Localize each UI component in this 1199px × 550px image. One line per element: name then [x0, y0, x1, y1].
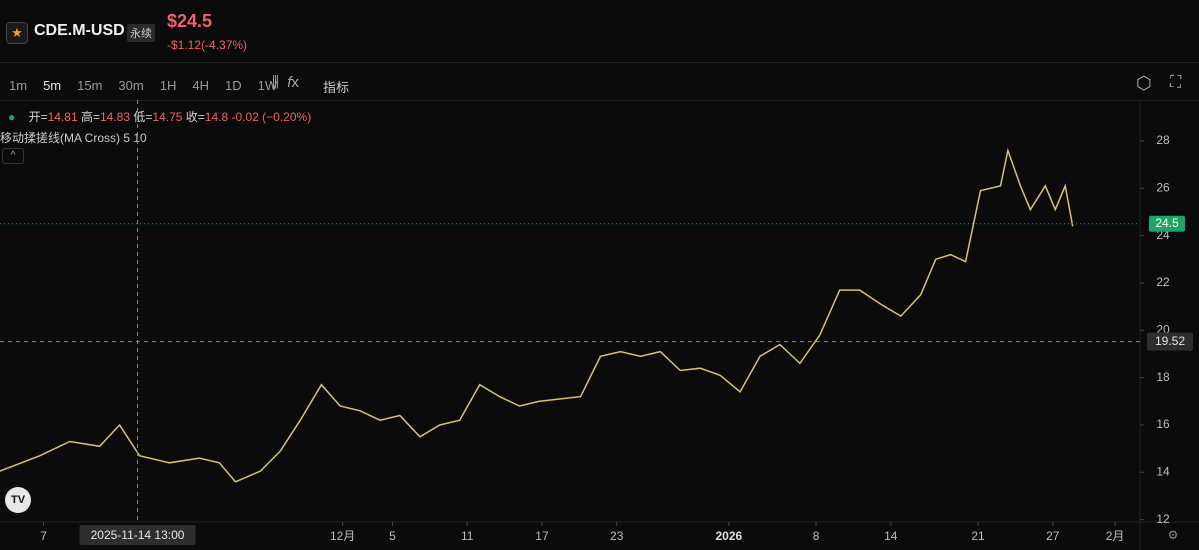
price: $24.5 — [167, 11, 213, 31]
badge: 永续 — [127, 24, 155, 42]
y-tick-label: 26 — [1156, 180, 1170, 194]
interval[interactable]: 1H — [159, 78, 177, 93]
y-tick-label: 28 — [1156, 133, 1170, 147]
label: 开= — [28, 110, 48, 124]
y-tick-label: 18 — [1156, 370, 1170, 384]
ohlc-row: ● 开=14.81 高=14.83 低=14.75 收=14.8 -0.02 (… — [8, 108, 311, 125]
y-tick-label: 24 — [1156, 228, 1170, 242]
x-tick-label: 11 — [461, 529, 474, 543]
last-price-label: 24.5 — [1155, 216, 1179, 230]
interval[interactable]: 4H — [192, 78, 209, 93]
x-tick-label: 2026 — [716, 529, 743, 543]
y-tick-label: 16 — [1156, 417, 1170, 431]
indicator-name: 移动揉搓线(MA Cross) 5 10 — [0, 131, 147, 145]
x-tick-label: 23 — [610, 529, 624, 543]
value: -0.02 (−0.20%) — [231, 110, 312, 124]
interval[interactable]: 30m — [118, 78, 144, 93]
y-tick-label: 14 — [1156, 464, 1170, 478]
change: -$1.12(-4.37%) — [167, 38, 248, 52]
divider — [0, 62, 1199, 63]
x-tick-label: 5 — [389, 529, 396, 543]
crosshair-x-label: 2025-11-14 13:00 — [91, 528, 185, 542]
value: 14.83 — [100, 110, 131, 124]
crosshair-x-tag — [79, 525, 196, 545]
label: 收= — [185, 110, 205, 124]
settings-icon: ⚙ — [1168, 528, 1179, 542]
x-tick-label: 2月 — [1106, 529, 1125, 543]
value: 14.75 — [152, 110, 183, 124]
y-tick-label: 12 — [1156, 512, 1170, 526]
x-tick-label: 8 — [813, 529, 820, 543]
logo: ★ — [6, 22, 28, 44]
symbol[interactable]: CDE.M-USD — [34, 22, 125, 39]
y-tick-label: 22 — [1156, 275, 1170, 289]
x-tick-label: 17 — [535, 529, 549, 543]
x-tick-label: 7 — [40, 529, 47, 543]
value: 14.81 — [47, 110, 78, 124]
tv-logo: TV — [5, 487, 31, 513]
label: 高= — [80, 110, 100, 124]
y-tick-label: 20 — [1156, 322, 1170, 336]
dot: ● — [8, 110, 16, 124]
indicators[interactable]: 指标 — [323, 80, 350, 95]
price-line — [0, 147, 1074, 483]
x-tick-label: 27 — [1046, 529, 1060, 543]
value: 14.8 — [204, 110, 229, 124]
interval[interactable]: 5m — [43, 78, 62, 93]
x-tick-label: 21 — [971, 529, 985, 543]
crosshair-y-tag — [1147, 332, 1193, 351]
x-tick-label: 12月 — [330, 529, 355, 543]
label: 低= — [133, 110, 153, 124]
settings-icon[interactable]: ⬡ — [1136, 73, 1152, 93]
interval[interactable]: 15m — [77, 78, 103, 93]
x-tick-label: 14 — [884, 529, 898, 543]
toolbar: 1m 5m 15m 30m 1H 4H 1D 1W — [9, 77, 293, 95]
indicator-button[interactable]: ⫼ fx — [272, 74, 299, 91]
collapse-button[interactable]: ^ — [2, 148, 24, 164]
crosshair-y-label: 19.52 — [1155, 334, 1185, 348]
interval[interactable]: 1W — [257, 78, 278, 93]
last-price-tag — [1149, 215, 1185, 232]
interval[interactable]: 1m — [9, 78, 28, 93]
divider — [0, 100, 1199, 101]
expand-icon[interactable]: ⛶ — [1170, 74, 1182, 91]
interval[interactable]: 1D — [224, 78, 242, 93]
